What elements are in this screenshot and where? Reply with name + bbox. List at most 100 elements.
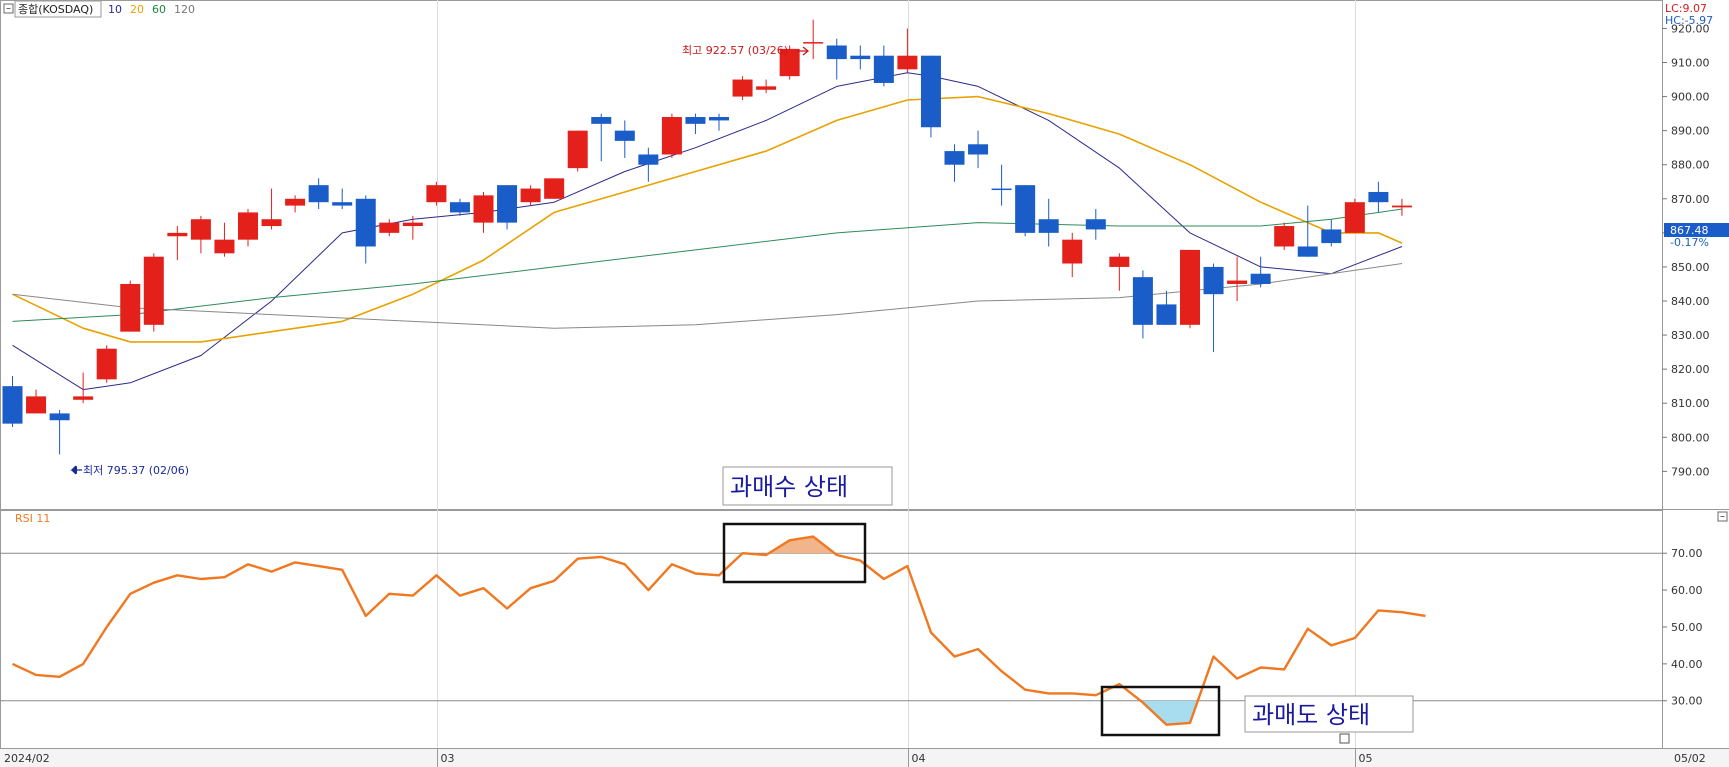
candle-body [826,45,847,60]
candle-body [1391,205,1412,208]
oversold-label-box [1244,695,1414,733]
candle-body [803,42,824,44]
price-tick-label: 810.00 [1671,397,1710,410]
candle-body [26,396,47,414]
candle-body [402,222,423,227]
candle-body [96,348,117,380]
price-tick-label: 880.00 [1671,159,1710,172]
price-tick-label: 830.00 [1671,329,1710,342]
low-label: 최저 795.37 (02/06) [83,464,189,477]
hc-value: HC:-5.97 [1665,14,1713,27]
rsi-tick-label: 30.00 [1671,695,1703,708]
candle-body [49,413,70,421]
candle-body [591,117,612,124]
candle-body [261,219,282,227]
moving-average-lines [12,72,1403,391]
oversold-label: 과매도 상태 [1252,701,1370,729]
candle-body [1038,219,1059,233]
candle-body [238,212,258,240]
last-price-box [1664,223,1729,237]
candle-body [473,195,494,223]
candle-body [1085,219,1106,230]
high-label: 최고 922.57 (03/26) [682,44,788,57]
price-tick-label: 790.00 [1671,465,1710,478]
candle-body [167,232,188,237]
price-tick-label: 900.00 [1671,91,1710,104]
overbought-highlight-box [722,522,867,584]
candle-body [449,202,470,213]
ma-legend-item: 10 [108,3,122,16]
date-end-label: 05/02 [1674,752,1706,765]
high-annotation: 최고 922.57 (03/26) [682,44,810,57]
candle-body [1321,229,1342,244]
change-pct-value: -0.17% [1670,236,1709,249]
candlestick-series [2,19,1412,455]
symbol-label: 종합(KOSDAQ) [18,3,93,16]
candle-body [520,188,541,203]
month-gridlines [437,0,1356,767]
candle-body [120,283,141,332]
candle-body [1227,280,1248,284]
overbought-label: 과매수 상태 [730,473,848,501]
candle-body [756,86,777,90]
price-tick-label: 840.00 [1671,295,1710,308]
candle-body [355,198,376,247]
candle-body [190,219,211,240]
candle-body [544,178,565,199]
candle-body [143,256,164,325]
candle-body [308,185,329,203]
candle-body [497,185,518,223]
ma-line-20 [12,95,1403,343]
left-arrow-head [71,466,77,474]
candle-body [1180,249,1200,325]
candle-body [920,55,941,128]
candle-body [1062,239,1083,264]
oversold-highlight-box [1100,685,1221,737]
date-label: 03 [441,752,455,765]
symbol-label-box[interactable] [14,0,102,18]
overbought-label-box [722,466,893,506]
small-square-marker [1339,733,1350,744]
date-label: 2024/02 [4,752,50,765]
candle-body [897,55,918,70]
candle-body [850,55,871,60]
right-arrow-icon [797,46,810,56]
price-tick-label: 910.00 [1671,57,1710,70]
candle-body [991,188,1012,191]
candle-body [1203,266,1224,295]
candle-body [661,117,682,155]
price-tick-label: 820.00 [1671,363,1710,376]
rsi-line [11,535,1426,726]
price-tick-label: 890.00 [1671,125,1710,138]
candle-body [1015,185,1036,233]
candle-body [685,117,706,124]
ma-line-60 [12,208,1403,322]
rsi-tick-label: 40.00 [1671,658,1703,671]
candle-body [638,154,659,165]
ma-legend-item: 120 [174,3,195,16]
oversold-zone-fill [1140,700,1198,725]
ma-legend-item: 20 [130,3,144,16]
overbought-callout: 과매수 상태 [722,466,893,506]
chart-header: 종합(KOSDAQ) 10 20 60 120 [3,0,195,18]
ma-legend-item: 60 [152,3,166,16]
last-price-tag: 867.48 -0.17% [1664,223,1729,249]
ma-line-10 [12,72,1403,391]
candle-body [873,55,894,83]
candle-body [732,79,753,97]
candle-body [1274,226,1295,247]
oversold-callout: 과매도 상태 [1244,695,1414,744]
candle-body [332,202,353,206]
ma-legend: 10 20 60 120 [108,3,195,16]
rsi-tick-label: 70.00 [1671,547,1703,560]
rsi-label: RSI 11 [15,512,50,525]
rsi-tick-label: 50.00 [1671,621,1703,634]
candle-body [1297,246,1318,257]
candle-body [709,117,729,121]
date-axis-labels: 2024/02 03 04 05 [4,752,1373,765]
price-axis: 790.00 800.00 810.00 820.00 830.00 840.00 850.… [1662,22,1710,478]
date-label: 04 [912,752,926,765]
candle-body [1109,256,1130,267]
